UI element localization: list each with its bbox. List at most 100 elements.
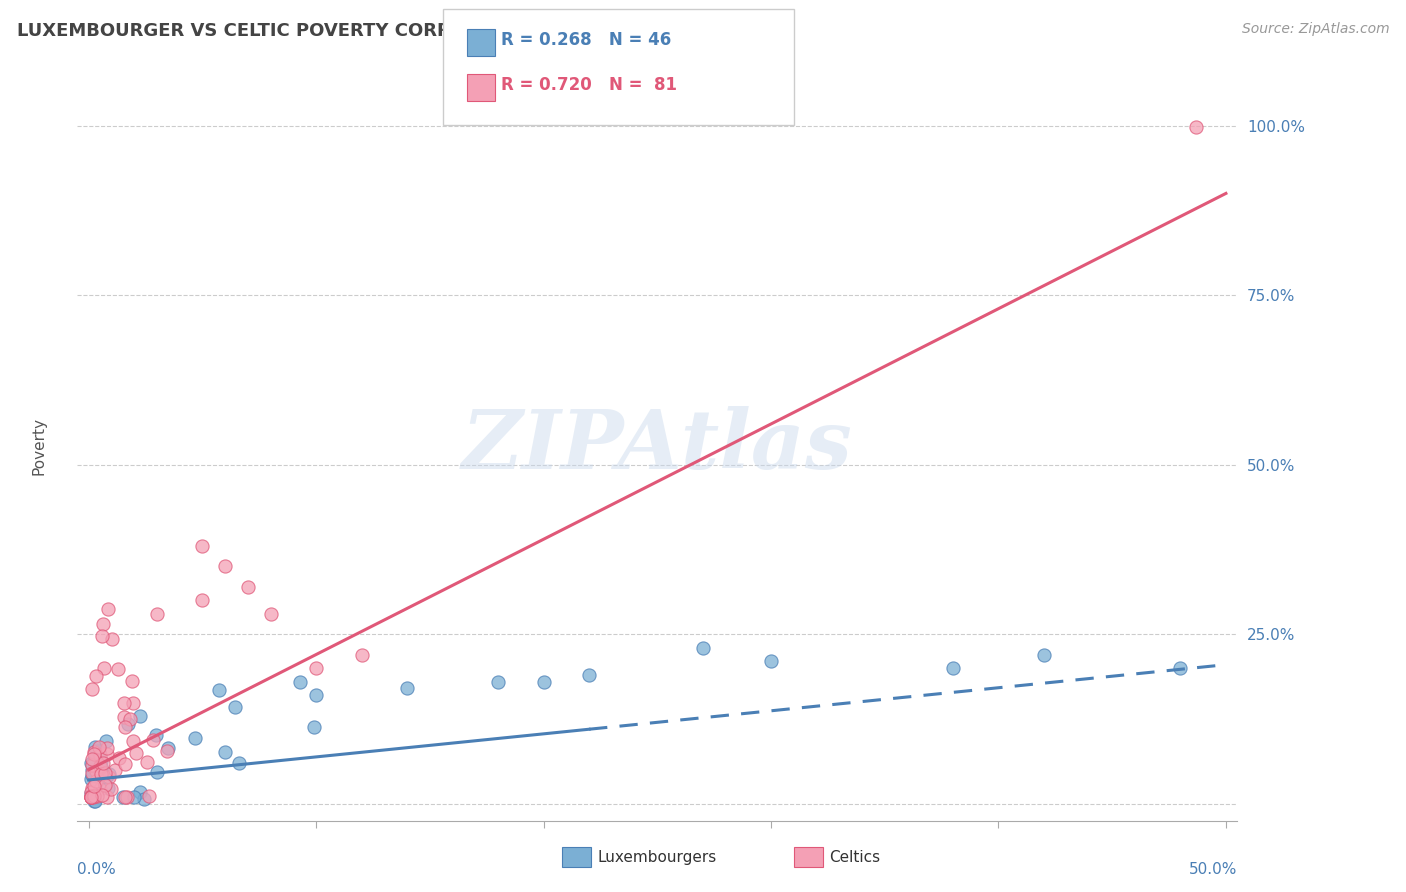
Point: [80, 789, 103, 804]
Point: [82, 780, 104, 795]
Point: [396, 681, 419, 696]
Point: [83, 779, 105, 793]
Point: [98, 767, 121, 781]
Point: [121, 733, 143, 747]
Point: [87, 740, 110, 755]
Point: [156, 744, 179, 758]
Point: [942, 661, 965, 675]
Point: [89, 781, 111, 796]
Point: [692, 640, 714, 655]
Point: [122, 790, 145, 805]
Point: [115, 789, 138, 804]
Point: [80, 789, 103, 804]
Point: [83, 753, 105, 767]
Text: LUXEMBOURGER VS CELTIC POVERTY CORRELATION CHART: LUXEMBOURGER VS CELTIC POVERTY CORRELATI…: [17, 22, 610, 40]
Point: [80, 789, 103, 804]
Point: [305, 688, 328, 702]
Point: [184, 731, 207, 746]
Point: [83, 745, 105, 759]
Point: [97, 780, 120, 795]
Point: [112, 710, 135, 724]
Point: [122, 696, 145, 710]
Point: [305, 661, 328, 675]
Text: Celtics: Celtics: [830, 850, 880, 864]
Point: [288, 674, 311, 689]
Point: [80, 756, 103, 770]
Point: [87, 744, 110, 758]
Point: [97, 601, 120, 615]
Point: [96, 740, 118, 755]
Point: [145, 728, 167, 742]
Point: [82, 682, 104, 697]
Point: [486, 674, 509, 689]
Point: [84, 764, 107, 778]
Point: [533, 674, 555, 689]
Point: [86, 764, 108, 778]
Text: R = 0.720   N =  81: R = 0.720 N = 81: [501, 76, 676, 94]
Point: [80, 765, 103, 780]
Point: [214, 559, 236, 574]
Point: [114, 757, 136, 772]
Point: [146, 764, 169, 779]
Point: [96, 789, 118, 804]
Point: [260, 607, 283, 621]
Point: [112, 696, 135, 710]
Point: [80, 789, 103, 804]
Point: [136, 756, 159, 770]
Point: [84, 773, 107, 788]
Point: [90, 629, 112, 643]
Point: [224, 699, 246, 714]
Point: [94, 765, 117, 780]
Point: [93, 661, 115, 675]
Point: [138, 789, 160, 804]
Point: [80, 758, 103, 772]
Point: [350, 648, 373, 662]
Point: [208, 682, 231, 697]
Point: [236, 580, 259, 594]
Point: [91, 756, 114, 770]
Point: [114, 789, 136, 804]
Point: [80, 785, 103, 799]
Point: [114, 720, 136, 734]
Point: [108, 751, 131, 765]
Point: [100, 781, 122, 796]
Point: [96, 747, 118, 761]
Point: [94, 778, 117, 792]
Point: [156, 741, 179, 756]
Point: [117, 717, 139, 731]
Point: [96, 770, 118, 784]
Point: [1032, 648, 1054, 662]
Point: [112, 790, 135, 805]
Text: 0.0%: 0.0%: [77, 862, 117, 877]
Point: [80, 789, 103, 804]
Point: [90, 753, 112, 767]
Point: [128, 709, 150, 723]
Point: [89, 747, 111, 762]
Point: [80, 772, 103, 787]
Point: [86, 764, 108, 778]
Point: [214, 745, 236, 759]
Point: [80, 786, 103, 800]
Point: [228, 756, 250, 771]
Point: [83, 789, 105, 804]
Point: [80, 789, 103, 804]
Point: [1170, 661, 1192, 675]
Point: [97, 771, 120, 785]
Text: Luxembourgers: Luxembourgers: [598, 850, 717, 864]
Point: [80, 752, 103, 766]
Point: [132, 792, 155, 806]
Text: 50.0%: 50.0%: [1189, 862, 1237, 877]
Point: [80, 768, 103, 782]
Point: [83, 794, 105, 808]
Point: [107, 662, 129, 676]
Text: ZIPAtlas: ZIPAtlas: [461, 406, 853, 486]
Point: [83, 794, 105, 808]
Point: [101, 632, 124, 647]
Point: [83, 747, 105, 761]
Point: [80, 763, 103, 777]
Point: [84, 782, 107, 797]
Text: R = 0.268   N = 46: R = 0.268 N = 46: [501, 31, 671, 49]
Point: [90, 760, 112, 774]
Point: [90, 767, 112, 781]
Point: [89, 758, 111, 772]
